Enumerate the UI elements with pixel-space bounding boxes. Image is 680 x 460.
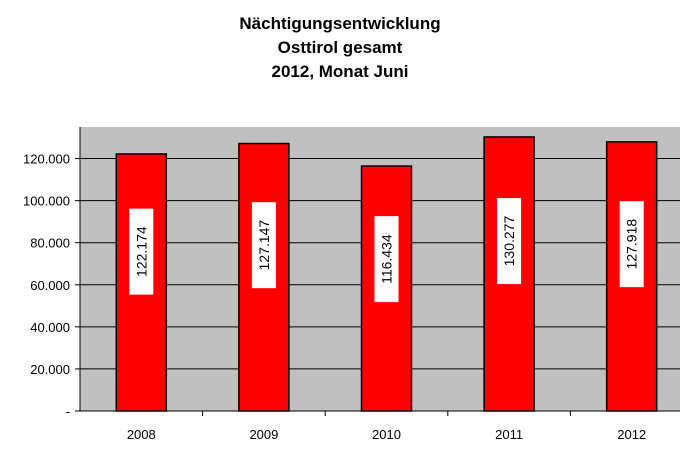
data-label: 116.434 xyxy=(379,234,395,284)
data-label: 122.174 xyxy=(133,226,149,277)
chart-title: Nächtigungsentwicklung Osttirol gesamt 2… xyxy=(0,12,680,84)
y-tick-label: 80.000 xyxy=(30,236,70,251)
y-tick-label: 40.000 xyxy=(30,320,70,335)
data-label: 127.918 xyxy=(624,219,640,270)
y-tick-label: 20.000 xyxy=(30,362,70,377)
data-label: 130.277 xyxy=(501,216,517,267)
data-label-box xyxy=(619,201,644,288)
x-tick-label: 2011 xyxy=(495,427,523,442)
data-label: 127.147 xyxy=(256,220,272,271)
chart-title-line-2: Osttirol gesamt xyxy=(277,38,403,57)
chart-title-line-3: 2012, Monat Juni xyxy=(271,62,409,81)
x-tick-label: 2010 xyxy=(372,427,401,442)
y-tick-label: - xyxy=(66,404,70,419)
y-tick-label: 120.000 xyxy=(23,152,70,167)
x-tick-label: 2009 xyxy=(249,427,278,442)
x-tick-label: 2008 xyxy=(127,427,156,442)
data-label-box xyxy=(374,216,399,303)
chart-title-line-1: Nächtigungsentwicklung xyxy=(239,14,441,33)
data-label-box xyxy=(129,208,154,295)
y-tick-label: 100.000 xyxy=(23,194,70,209)
x-tick-label: 2012 xyxy=(617,427,646,442)
data-label-box xyxy=(497,198,522,285)
data-label-box xyxy=(251,202,276,289)
y-tick-label: 60.000 xyxy=(30,278,70,293)
